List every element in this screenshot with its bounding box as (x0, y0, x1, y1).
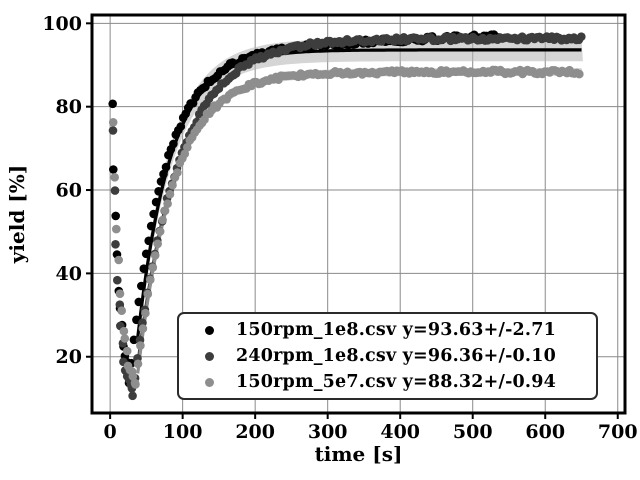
x-tick-label: 200 (235, 421, 275, 443)
tick-labels: 0 100 200 300 400 500 600 700 20 40 60 80 100 (42, 13, 637, 443)
plot-area (108, 30, 586, 401)
tick-marks (86, 22, 619, 419)
legend-label: 240rpm_1e8.csv y=96.36+/-0.10 (236, 346, 556, 366)
scatter-150rpm_5e7.csv (108, 65, 584, 389)
legend-label: 150rpm_1e8.csv y=93.63+/-2.71 (236, 320, 556, 340)
legend-row-150rpm_5e7.csv: 150rpm_5e7.csv y=88.32+/-0.94 (197, 369, 590, 395)
legend-marker-icon (205, 377, 214, 387)
y-tick-label: 40 (56, 263, 82, 285)
x-tick-label: 300 (308, 421, 348, 443)
legend-box: 150rpm_1e8.csv y=93.63+/-2.71 240rpm_1e8.… (177, 312, 598, 400)
y-tick-label: 100 (42, 13, 82, 35)
x-tick-label: 0 (104, 421, 117, 443)
legend-label: 150rpm_5e7.csv y=88.32+/-0.94 (236, 372, 556, 392)
x-tick-label: 700 (598, 421, 638, 443)
legend-row-240rpm_1e8.csv: 240rpm_1e8.csv y=96.36+/-0.10 (197, 343, 590, 369)
x-tick-label: 100 (163, 421, 203, 443)
legend-marker-icon (205, 351, 214, 361)
legend-row-150rpm_1e8.csv: 150rpm_1e8.csv y=93.63+/-2.71 (197, 317, 590, 343)
y-tick-label: 20 (56, 346, 82, 368)
x-tick-label: 400 (380, 421, 420, 443)
x-axis-label: time [s] (315, 442, 403, 466)
x-tick-label: 600 (525, 421, 565, 443)
legend-marker-icon (205, 325, 214, 335)
y-axis-label: yield [%] (5, 165, 29, 264)
axes-frame (90, 13, 627, 415)
y-tick-label: 80 (56, 96, 82, 118)
y-tick-label: 60 (56, 180, 82, 202)
x-tick-label: 500 (453, 421, 493, 443)
